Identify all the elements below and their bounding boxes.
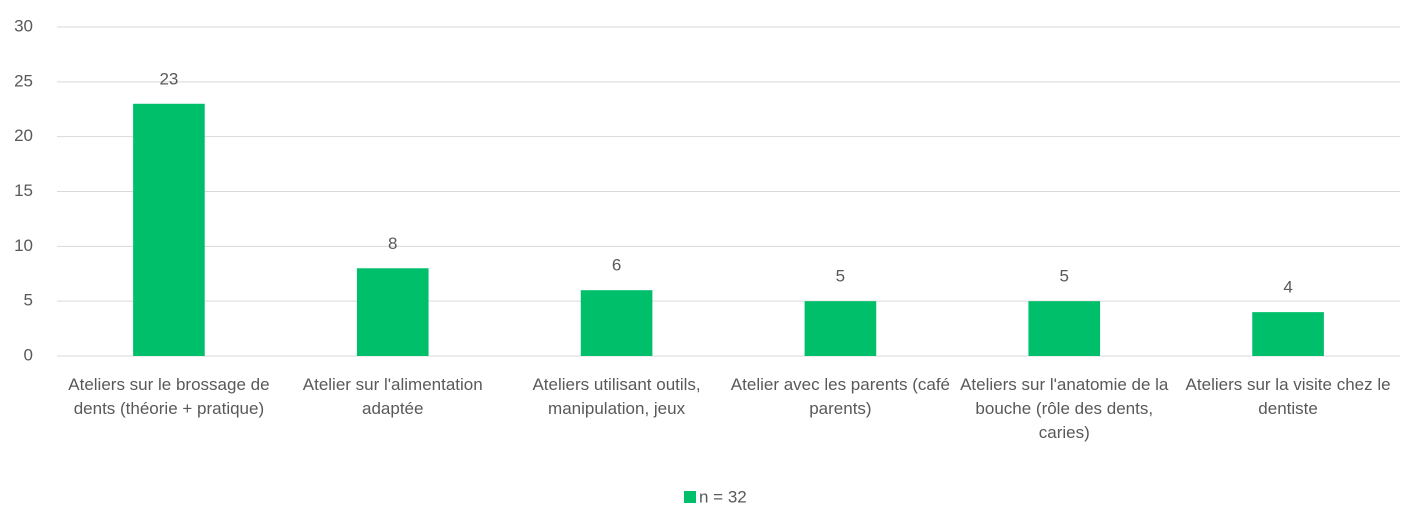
data-label: 8 <box>388 234 397 253</box>
x-tick-label: Ateliers utilisant outils, manipulation,… <box>532 375 701 418</box>
bar <box>1252 312 1324 356</box>
bar <box>133 103 205 357</box>
data-label: 23 <box>159 69 178 88</box>
y-tick-label: 30 <box>14 16 33 35</box>
x-tick-label: Ateliers sur l'anatomie de la bouche (rô… <box>960 375 1169 442</box>
data-label: 6 <box>612 256 621 275</box>
legend-swatch <box>684 491 696 503</box>
y-tick-label: 15 <box>14 181 33 200</box>
data-label: 5 <box>836 267 845 286</box>
x-tick-label: Ateliers sur la visite chez le dentiste <box>1185 375 1391 418</box>
bar <box>804 301 877 356</box>
legend-label: n = 32 <box>699 487 747 506</box>
data-label: 4 <box>1283 278 1292 297</box>
y-tick-label: 5 <box>24 291 33 310</box>
data-label: 5 <box>1060 267 1069 286</box>
x-tick-label: Ateliers sur le brossage de dents (théor… <box>68 375 270 418</box>
x-tick-label: Atelier sur l'alimentation adaptée <box>302 375 483 418</box>
y-tick-label: 0 <box>24 345 33 364</box>
bar <box>1028 301 1101 356</box>
y-tick-label: 10 <box>14 236 33 255</box>
x-tick-label: Atelier avec les parents (café parents) <box>730 375 951 418</box>
y-tick-label: 20 <box>14 126 33 145</box>
bar <box>580 290 653 356</box>
y-tick-label: 25 <box>14 71 33 90</box>
bar <box>356 268 429 356</box>
